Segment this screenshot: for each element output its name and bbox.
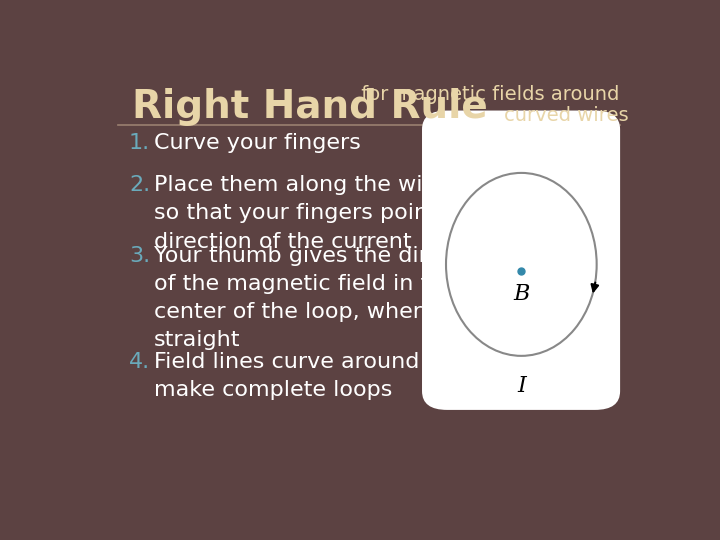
Text: 4.: 4. xyxy=(129,352,150,372)
Text: Right Hand Rule: Right Hand Rule xyxy=(132,87,487,126)
Text: I: I xyxy=(517,375,526,396)
Text: curved wires: curved wires xyxy=(504,106,629,125)
Text: direction of the current: direction of the current xyxy=(154,232,412,252)
Text: center of the loop, where it is: center of the loop, where it is xyxy=(154,302,482,322)
Text: Field lines curve around and: Field lines curve around and xyxy=(154,352,469,372)
Text: 2.: 2. xyxy=(129,175,150,195)
Text: Curve your fingers: Curve your fingers xyxy=(154,133,361,153)
Text: Your thumb gives the direction: Your thumb gives the direction xyxy=(154,246,496,266)
Text: make complete loops: make complete loops xyxy=(154,380,392,400)
FancyArrowPatch shape xyxy=(592,282,598,291)
Text: straight: straight xyxy=(154,330,240,350)
FancyBboxPatch shape xyxy=(422,111,620,410)
Text: of the magnetic field in the: of the magnetic field in the xyxy=(154,274,457,294)
Text: 1.: 1. xyxy=(129,133,150,153)
Text: Place them along the wire loop: Place them along the wire loop xyxy=(154,175,500,195)
Text: for magnetic fields around: for magnetic fields around xyxy=(355,85,619,104)
Text: 3.: 3. xyxy=(129,246,150,266)
Text: so that your fingers point in the: so that your fingers point in the xyxy=(154,203,508,223)
Text: B: B xyxy=(513,283,529,305)
